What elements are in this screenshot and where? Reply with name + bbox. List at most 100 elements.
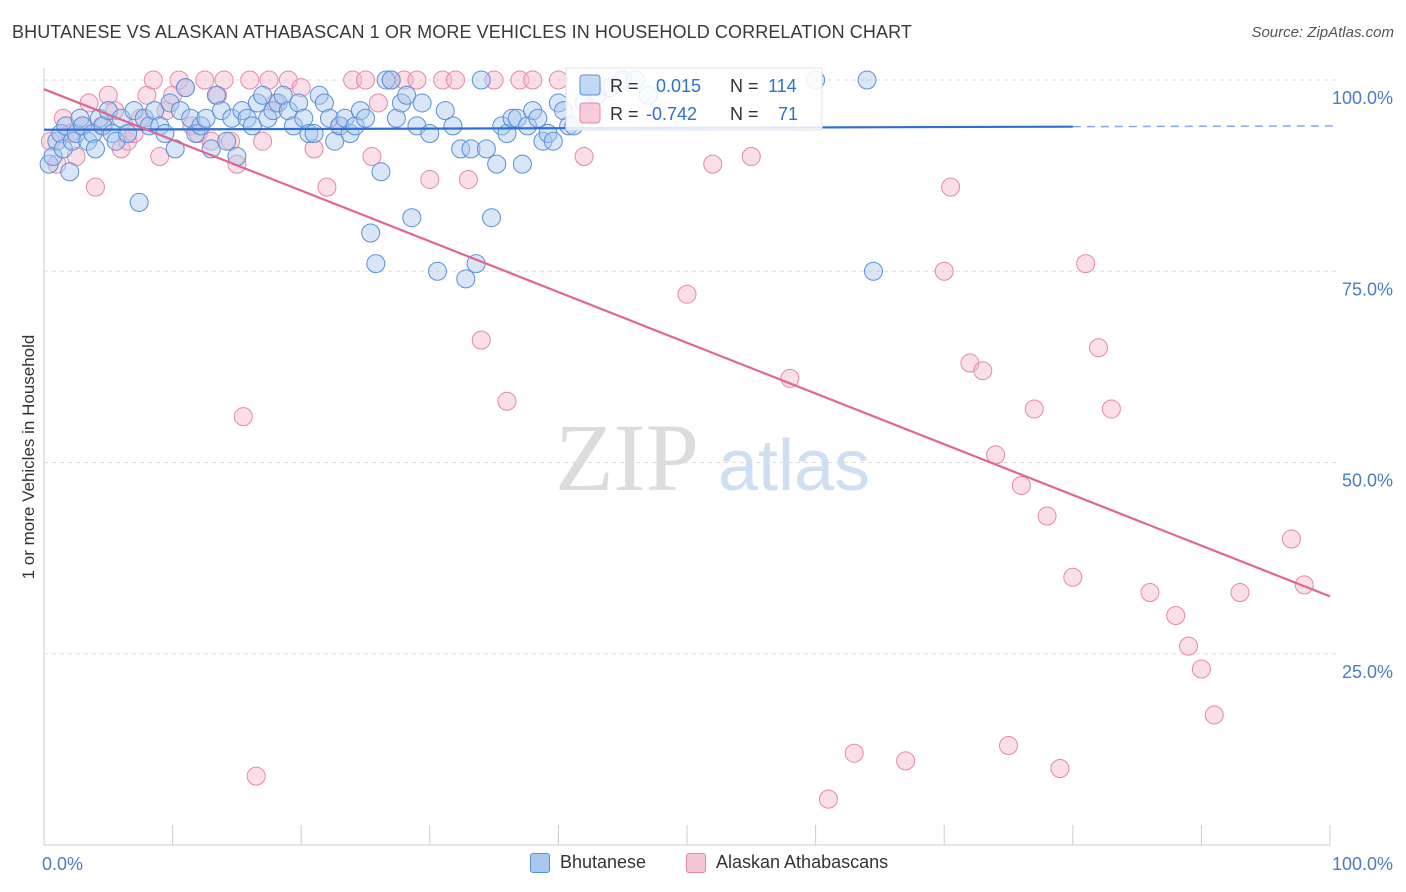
x-tick-label: 0.0% bbox=[42, 854, 83, 874]
data-point-alaskan-athabascans bbox=[201, 131, 221, 151]
data-point-bhutanese bbox=[242, 116, 262, 136]
legend-n-value: 71 bbox=[778, 104, 798, 124]
data-point-alaskan-athabascans bbox=[446, 70, 466, 90]
data-point-bhutanese bbox=[428, 261, 448, 281]
data-point-alaskan-athabascans bbox=[677, 284, 697, 304]
data-point-bhutanese bbox=[528, 108, 548, 128]
x-tick-label: 100.0% bbox=[1332, 854, 1393, 874]
axes bbox=[43, 68, 1331, 846]
data-point-alaskan-athabascans bbox=[356, 70, 375, 90]
legend-r-value: 0.015 bbox=[656, 76, 701, 96]
legend-n-label: N = bbox=[730, 76, 759, 96]
data-point-alaskan-athabascans bbox=[934, 261, 954, 281]
y-tick-label: 75.0% bbox=[1342, 279, 1393, 299]
legend-r-value: -0.742 bbox=[646, 104, 697, 124]
data-point-bhutanese bbox=[482, 208, 502, 228]
data-point-alaskan-athabascans bbox=[818, 789, 838, 809]
data-point-alaskan-athabascans bbox=[169, 70, 189, 90]
data-point-alaskan-athabascans bbox=[1191, 659, 1211, 679]
data-point-bhutanese bbox=[366, 254, 386, 274]
data-point-alaskan-athabascans bbox=[999, 736, 1018, 756]
x-tick-labels: 0.0% 100.0% bbox=[42, 854, 1393, 874]
data-point-alaskan-athabascans bbox=[143, 70, 163, 90]
data-point-alaskan-athabascans bbox=[973, 361, 993, 381]
data-point-bhutanese bbox=[211, 101, 231, 121]
data-point-alaskan-athabascans bbox=[1140, 583, 1160, 603]
data-point-alaskan-athabascans bbox=[118, 131, 138, 151]
data-point-bhutanese bbox=[304, 124, 324, 144]
data-point-alaskan-athabascans bbox=[291, 78, 311, 98]
data-point-bhutanese bbox=[196, 108, 216, 128]
data-point-alaskan-athabascans bbox=[253, 131, 273, 151]
data-point-bhutanese bbox=[456, 269, 476, 289]
data-point-bhutanese bbox=[206, 85, 226, 105]
data-point-bhutanese bbox=[70, 108, 90, 128]
data-point-alaskan-athabascans bbox=[896, 751, 916, 771]
legend-swatch-bhutanese bbox=[579, 74, 601, 96]
data-point-alaskan-athabascans bbox=[1204, 705, 1224, 725]
data-point-bhutanese bbox=[217, 131, 237, 151]
legend-n-value: 114 bbox=[768, 76, 797, 96]
data-point-alaskan-athabascans bbox=[195, 70, 215, 90]
data-point-bhutanese bbox=[60, 162, 80, 182]
data-point-alaskan-athabascans bbox=[1076, 254, 1096, 274]
data-point-alaskan-athabascans bbox=[548, 70, 568, 90]
data-point-bhutanese bbox=[345, 116, 365, 136]
data-point-bhutanese bbox=[487, 154, 507, 174]
legend-r-label: R = bbox=[610, 76, 639, 96]
data-point-bhutanese bbox=[124, 101, 144, 121]
data-point-bhutanese bbox=[278, 101, 298, 121]
data-point-alaskan-athabascans bbox=[246, 766, 266, 786]
data-point-bhutanese bbox=[253, 85, 273, 105]
data-point-alaskan-athabascans bbox=[471, 330, 491, 350]
data-point-bhutanese bbox=[283, 116, 303, 136]
trend-line-alaskan-athabascans bbox=[43, 88, 1331, 598]
y-axis-label: 1 or more Vehicles in Household bbox=[19, 335, 38, 580]
data-point-bhutanese bbox=[181, 108, 201, 128]
y-tick-labels: 100.0% 75.0% 50.0% 25.0% bbox=[1332, 88, 1393, 682]
data-point-bhutanese bbox=[175, 78, 195, 98]
data-point-alaskan-athabascans bbox=[317, 177, 337, 197]
data-point-alaskan-athabascans bbox=[1063, 567, 1083, 587]
data-point-bhutanese bbox=[325, 131, 345, 151]
data-point-alaskan-athabascans bbox=[741, 147, 761, 166]
data-point-alaskan-athabascans bbox=[1101, 399, 1121, 419]
data-point-bhutanese bbox=[863, 261, 883, 281]
source-credit: Source: ZipAtlas.com bbox=[1251, 24, 1394, 41]
data-point-bhutanese bbox=[412, 93, 432, 113]
data-point-alaskan-athabascans bbox=[780, 368, 800, 388]
data-point-bhutanese bbox=[361, 223, 381, 243]
data-point-alaskan-athabascans bbox=[362, 147, 382, 166]
data-point-bhutanese bbox=[85, 139, 105, 159]
data-point-bhutanese bbox=[273, 85, 293, 105]
watermark: ZIP atlas bbox=[555, 404, 870, 511]
data-point-bhutanese bbox=[222, 108, 242, 128]
data-point-bhutanese bbox=[386, 108, 406, 128]
y-tick-label: 50.0% bbox=[1342, 471, 1393, 491]
data-point-alaskan-athabascans bbox=[497, 391, 517, 411]
data-point-alaskan-athabascans bbox=[1024, 399, 1044, 419]
y-tick-label: 25.0% bbox=[1342, 662, 1393, 682]
data-point-bhutanese bbox=[43, 147, 63, 166]
trend-lines bbox=[43, 88, 1336, 598]
correlation-legend: R = 0.015 N = 114 R = -0.742 N = 71 bbox=[565, 67, 823, 131]
data-point-bhutanese bbox=[129, 192, 149, 212]
data-point-bhutanese bbox=[476, 139, 496, 159]
data-point-bhutanese bbox=[356, 108, 375, 128]
data-point-alaskan-athabascans bbox=[407, 70, 427, 90]
data-point-alaskan-athabascans bbox=[574, 147, 594, 166]
data-point-bhutanese bbox=[118, 124, 138, 144]
legend-label-bhutanese: Bhutanese bbox=[560, 852, 647, 872]
data-point-alaskan-athabascans bbox=[941, 177, 961, 197]
data-point-alaskan-athabascans bbox=[1179, 636, 1199, 656]
data-point-bhutanese bbox=[420, 124, 440, 144]
data-point-alaskan-athabascans bbox=[1050, 759, 1070, 778]
data-point-alaskan-athabascans bbox=[1166, 606, 1186, 625]
data-point-alaskan-athabascans bbox=[1089, 338, 1109, 358]
data-point-alaskan-athabascans bbox=[1281, 529, 1301, 549]
data-point-bhutanese bbox=[170, 101, 190, 121]
data-point-bhutanese bbox=[319, 108, 339, 128]
data-point-bhutanese bbox=[371, 162, 391, 182]
data-point-alaskan-athabascans bbox=[214, 70, 234, 90]
data-point-bhutanese bbox=[335, 108, 355, 128]
